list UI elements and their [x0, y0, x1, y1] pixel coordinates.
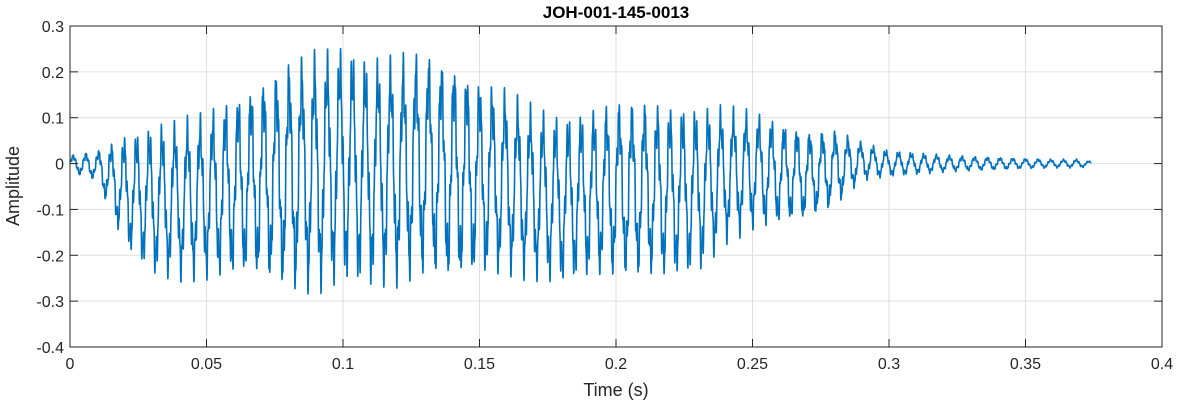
x-tick-label: 0.3 [878, 356, 900, 373]
x-tick-label: 0.25 [737, 356, 768, 373]
x-tick-label: 0.15 [464, 356, 495, 373]
waveform-series [69, 47, 1092, 295]
y-tick-label: 0.1 [42, 111, 64, 128]
y-axis-label: Amplitude [3, 146, 23, 226]
y-tick-label: -0.1 [36, 202, 64, 219]
y-tick-label: 0.2 [42, 65, 64, 82]
x-tick-label: 0.1 [332, 356, 354, 373]
y-tick-label: -0.2 [36, 248, 64, 265]
x-tick-label: 0.35 [1010, 356, 1041, 373]
x-tick-label: 0.05 [191, 356, 222, 373]
y-tick-label: 0 [55, 157, 64, 174]
waveform-line [69, 47, 1092, 295]
x-tick-label: 0.4 [1151, 356, 1173, 373]
chart-title: JOH-001-145-0013 [543, 3, 689, 22]
x-axis-label: Time (s) [583, 380, 648, 400]
y-tick-label: -0.3 [36, 294, 64, 311]
x-tick-label: 0 [66, 356, 75, 373]
y-tick-label: 0.3 [42, 19, 64, 36]
x-tick-label: 0.2 [605, 356, 627, 373]
ticks: 0 0.05 0.1 0.15 0.2 0.25 0.3 0.35 0.4 -0.4 -0.3 -0.… [36, 19, 1173, 373]
y-tick-label: -0.4 [36, 340, 64, 357]
